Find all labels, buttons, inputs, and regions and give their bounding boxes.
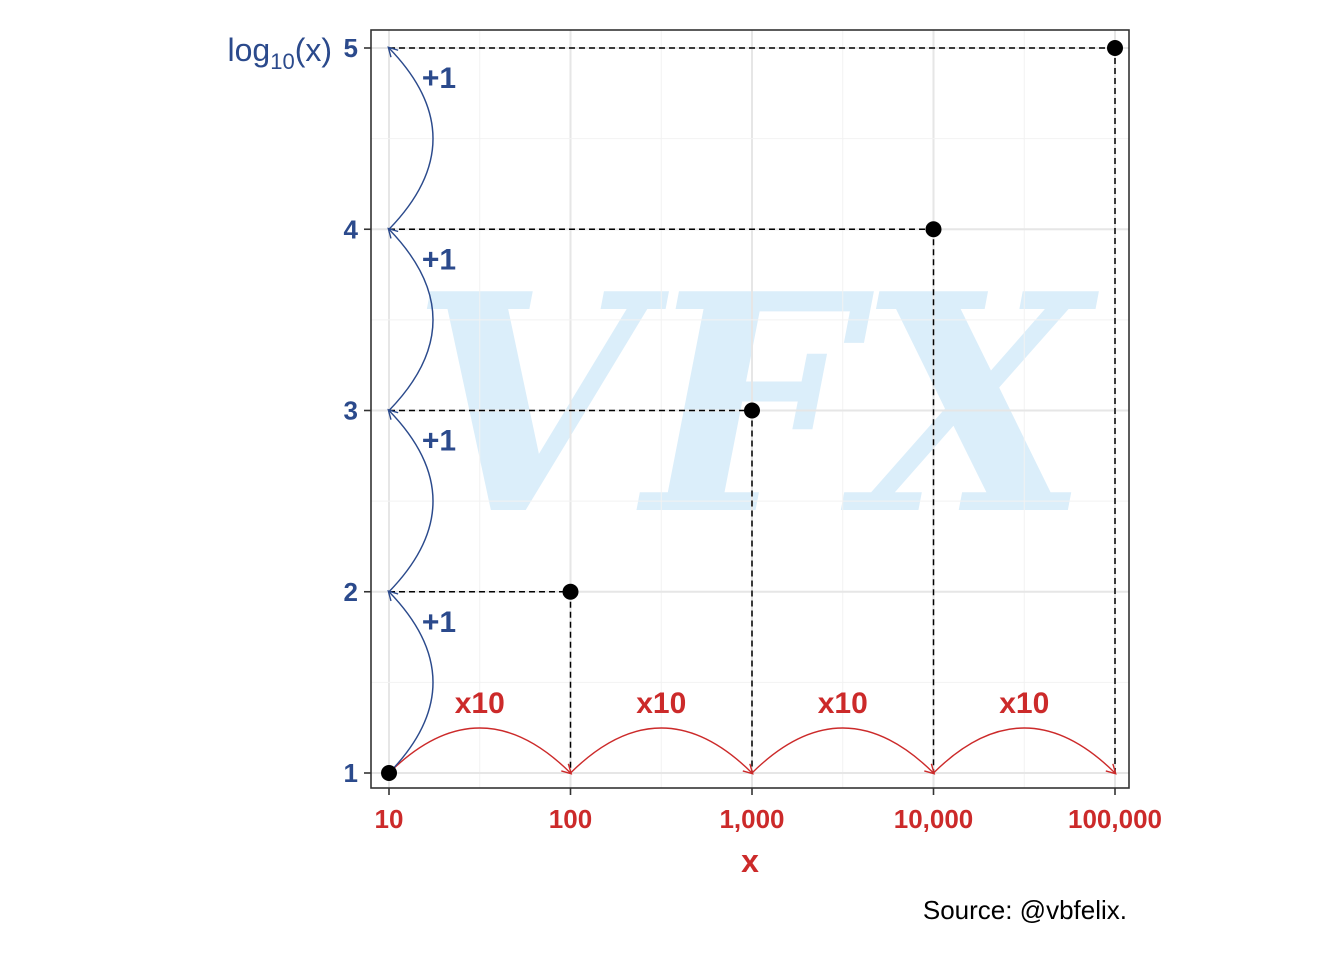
- y-step-arc: [387, 227, 434, 411]
- x-step-arc: [751, 727, 936, 775]
- data-points: [381, 40, 1123, 781]
- y-step-label: +1: [422, 62, 456, 95]
- y-tick-label: 4: [344, 214, 359, 244]
- y-tick-label: 3: [344, 396, 358, 426]
- y-step-label: +1: [422, 606, 456, 639]
- x-step-label: x10: [636, 687, 686, 720]
- x-tick-label: 100,000: [1068, 804, 1162, 834]
- data-point: [562, 583, 579, 600]
- y-tick-label: 1: [344, 758, 358, 788]
- y-step-arc: [387, 589, 434, 774]
- x-step-label: x10: [999, 687, 1049, 720]
- x-tick-label: 100: [549, 804, 592, 834]
- x-tick-label: 10: [375, 804, 404, 834]
- plot-panel: [370, 29, 1130, 789]
- y-step-label: +1: [422, 425, 456, 458]
- data-point: [925, 221, 942, 238]
- x-step-arc: [570, 727, 754, 775]
- y-step-label: +1: [422, 243, 456, 276]
- data-point: [744, 402, 760, 419]
- x-step-arc: [933, 727, 1117, 775]
- x-tick-label: 10,000: [894, 804, 974, 834]
- y-step-arc: [387, 46, 434, 230]
- source-caption: Source: @vbfelix.: [923, 895, 1127, 925]
- y-tick-label: 2: [344, 577, 358, 607]
- axes: 10 100 1,000 10,000 100,000 1 2 3 4 5: [344, 33, 1162, 834]
- data-point: [381, 765, 397, 781]
- x-axis-title: x: [741, 843, 759, 879]
- x-step-arc: [388, 727, 573, 775]
- x-tick-label: 1,000: [719, 804, 784, 834]
- data-point: [1107, 40, 1123, 56]
- y-axis-title: log10(x): [228, 32, 333, 74]
- x-step-label: x10: [818, 687, 868, 720]
- x-step-label: x10: [455, 687, 505, 720]
- y-step-arc: [387, 408, 434, 593]
- y-tick-label: 5: [344, 33, 358, 63]
- guide-lines: [389, 47, 1116, 773]
- step-arcs: x10 x10 x10 x10 +1 +1 +1 +1: [387, 46, 1117, 775]
